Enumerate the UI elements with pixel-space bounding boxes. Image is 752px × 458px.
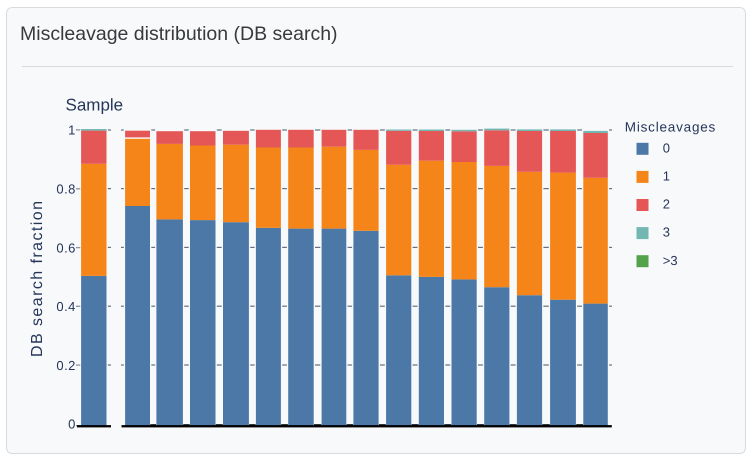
svg-text:0: 0 [68, 417, 75, 432]
svg-text:0.2: 0.2 [56, 358, 75, 373]
svg-text:Miscleavages: Miscleavages [625, 119, 716, 134]
svg-text:DB search fraction: DB search fraction [29, 201, 46, 357]
svg-text:2: 2 [663, 197, 670, 212]
svg-text:0: 0 [663, 140, 670, 155]
svg-text:0.6: 0.6 [56, 240, 75, 255]
svg-text:0.8: 0.8 [56, 182, 75, 197]
svg-text:0.4: 0.4 [56, 299, 75, 314]
svg-text:1: 1 [663, 169, 670, 184]
svg-text:3: 3 [663, 225, 670, 240]
svg-text:1: 1 [68, 123, 75, 138]
svg-text:>3: >3 [663, 253, 678, 268]
svg-text:Sample: Sample [66, 95, 124, 114]
